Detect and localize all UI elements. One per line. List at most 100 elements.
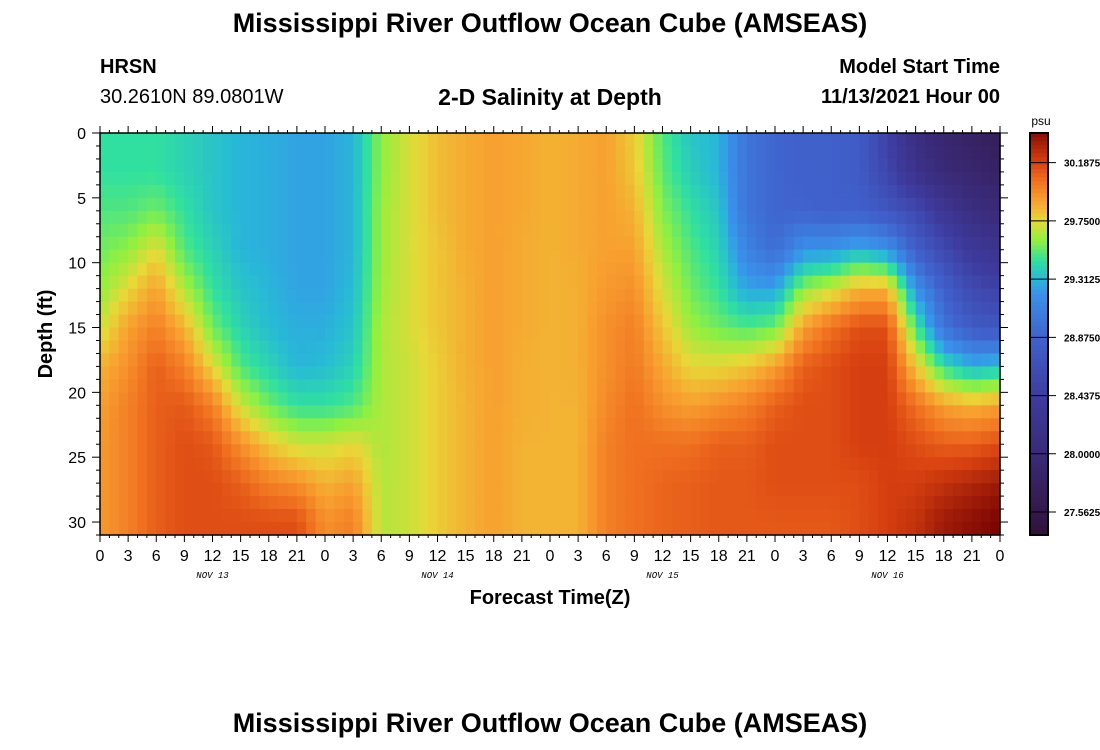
heatmap-cell	[456, 327, 467, 342]
heatmap-cell	[493, 262, 504, 277]
heatmap-cell	[503, 197, 514, 212]
heatmap-cell	[821, 444, 832, 458]
colorbar-unit: psu	[1031, 114, 1050, 128]
heatmap-cell	[475, 470, 485, 484]
heatmap-cell	[737, 275, 748, 290]
heatmap-cell	[587, 249, 598, 264]
heatmap-cell	[371, 444, 382, 458]
heatmap-cell	[700, 171, 710, 186]
heatmap-cell	[634, 444, 645, 458]
heatmap-cell	[765, 496, 776, 510]
heatmap-cell	[371, 418, 382, 432]
heatmap-cell	[559, 340, 570, 355]
heatmap-cell	[784, 262, 795, 277]
heatmap-cell	[400, 145, 410, 160]
heatmap-cell	[193, 301, 204, 316]
heatmap-cell	[428, 379, 439, 393]
heatmap-cell	[193, 145, 204, 160]
heatmap-cell	[193, 392, 204, 406]
heatmap-cell	[334, 522, 345, 536]
heatmap-cell	[165, 236, 176, 251]
x-tick-label: 6	[152, 548, 161, 565]
heatmap-cell	[690, 184, 701, 199]
heatmap-cell	[118, 366, 129, 380]
heatmap-cell	[737, 405, 748, 419]
heatmap-cell	[662, 133, 673, 147]
heatmap-cell	[446, 340, 457, 355]
heatmap-cell	[409, 509, 420, 523]
heatmap-cell	[128, 301, 139, 316]
heatmap-cell	[118, 522, 129, 536]
heatmap-cell	[915, 184, 926, 199]
heatmap-cell	[193, 275, 204, 290]
heatmap-cell	[128, 158, 139, 173]
heatmap-cell	[793, 262, 804, 277]
heatmap-cell	[831, 288, 842, 303]
heatmap-cell	[821, 470, 832, 484]
heatmap-cell	[193, 522, 204, 536]
heatmap-cell	[662, 353, 673, 368]
heatmap-cell	[728, 340, 739, 355]
heatmap-cell	[587, 314, 598, 329]
heatmap-cell	[100, 418, 110, 432]
heatmap-cell	[325, 509, 335, 523]
heatmap-cell	[165, 145, 176, 160]
heatmap-cell	[925, 223, 935, 238]
heatmap-cell	[925, 327, 935, 342]
heatmap-cell	[343, 405, 354, 419]
heatmap-cell	[671, 288, 682, 303]
heatmap-cell	[390, 184, 401, 199]
heatmap-cell	[343, 249, 354, 264]
heatmap-cell	[934, 340, 945, 355]
heatmap-cell	[315, 496, 326, 510]
heatmap-cell	[728, 236, 739, 251]
heatmap-cell	[193, 262, 204, 277]
heatmap-cell	[231, 353, 242, 368]
heatmap-cell	[512, 418, 523, 432]
heatmap-cell	[231, 301, 242, 316]
heatmap-cell	[409, 405, 420, 419]
heatmap-cell	[850, 197, 860, 212]
heatmap-cell	[418, 133, 429, 147]
heatmap-cell	[362, 353, 373, 368]
heatmap-cell	[793, 496, 804, 510]
heatmap-cell	[756, 392, 767, 406]
heatmap-cell	[390, 444, 401, 458]
heatmap-cell	[156, 314, 167, 329]
heatmap-cell	[100, 522, 110, 536]
heatmap-cell	[531, 301, 542, 316]
heatmap-cell	[653, 457, 664, 471]
heatmap-cell	[287, 418, 298, 432]
heatmap-cell	[221, 457, 232, 471]
heatmap-cell	[746, 158, 757, 173]
heatmap-cell	[100, 496, 110, 510]
heatmap-cell	[456, 457, 467, 471]
heatmap-cell	[475, 301, 485, 316]
heatmap-cell	[540, 353, 551, 368]
heatmap-cell	[878, 366, 889, 380]
heatmap-cell	[625, 145, 635, 160]
heatmap-cell	[896, 184, 907, 199]
heatmap-cell	[596, 392, 607, 406]
heatmap-cell	[428, 431, 439, 445]
heatmap-cell	[456, 444, 467, 458]
colorbar-segment	[1030, 502, 1048, 508]
heatmap-cell	[821, 275, 832, 290]
heatmap-cell	[221, 392, 232, 406]
heatmap-cell	[559, 509, 570, 523]
heatmap-cell	[878, 288, 889, 303]
heatmap-cell	[568, 236, 579, 251]
heatmap-cell	[615, 327, 626, 342]
heatmap-cell	[896, 379, 907, 393]
heatmap-cell	[259, 522, 270, 536]
heatmap-cell	[362, 340, 373, 355]
heatmap-cell	[737, 353, 748, 368]
heatmap-cell	[446, 327, 457, 342]
heatmap-cell	[887, 197, 898, 212]
heatmap-cell	[850, 353, 860, 368]
heatmap-cell	[503, 353, 514, 368]
heatmap-cell	[559, 470, 570, 484]
heatmap-cell	[990, 133, 1001, 147]
heatmap-cell	[896, 145, 907, 160]
heatmap-cell	[868, 340, 879, 355]
